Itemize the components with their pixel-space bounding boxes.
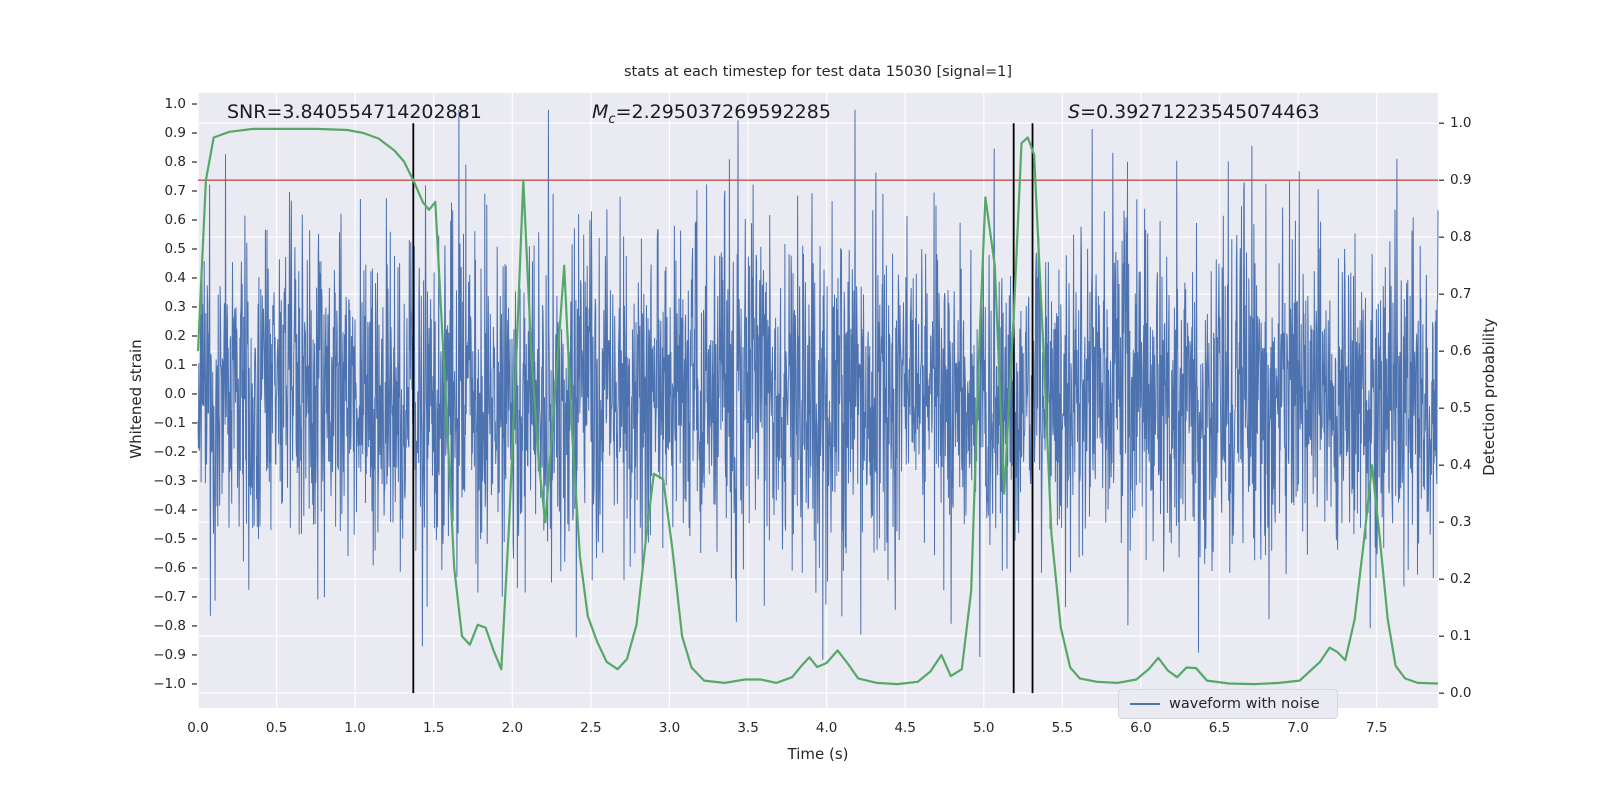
series-detection-probability	[196, 127, 1439, 686]
x-tick-label: 3.0	[658, 720, 681, 736]
chart-title: stats at each timestep for test data 150…	[623, 64, 1013, 80]
legend-entry-label: waveform with noise	[1169, 696, 1320, 712]
y-tick-label-left: −0.1	[153, 414, 186, 431]
x-tick-label: 4.0	[815, 720, 838, 736]
x-tick-label: 7.5	[1365, 720, 1388, 736]
y-tick-label-right: 0.0	[1450, 685, 1472, 702]
y-tick-label-left: 0.3	[164, 298, 186, 315]
x-tick-label: 6.5	[1208, 720, 1231, 736]
y-tick-label-right: 0.9	[1450, 172, 1472, 189]
y-tick-label-left: −0.5	[153, 530, 186, 547]
x-tick-label: 4.5	[894, 720, 916, 736]
x-tick-label: 5.5	[1051, 720, 1074, 736]
annotation-chirp-mass-sub: c	[608, 111, 616, 127]
x-tick-label: 1.0	[344, 720, 366, 736]
y-tick-label-left: 0.2	[164, 327, 186, 344]
annotation-score-prefix: S	[1068, 101, 1081, 123]
y-tick-label-right: 0.5	[1450, 400, 1472, 417]
x-tick-label: 0.0	[187, 720, 209, 736]
y-tick-label-left: 0.1	[164, 356, 186, 373]
y-tick-label-left: −0.4	[153, 501, 186, 518]
legend-line-sample	[1130, 703, 1160, 705]
y-tick-label-left: 0.6	[164, 212, 186, 228]
x-tick-label: 2.5	[580, 720, 602, 736]
y-tick-label-right: 0.4	[1450, 457, 1472, 474]
annotation-snr-prefix: SNR	[227, 101, 267, 123]
y-tick-label-left: 0.4	[164, 269, 186, 286]
x-tick-label: 6.0	[1130, 720, 1152, 736]
y-tick-label-left: 0.9	[164, 125, 186, 141]
y-tick-label-right: 0.7	[1450, 286, 1472, 303]
y-tick-label-right: 1.0	[1450, 115, 1472, 132]
annotation-snr: SNR=3.840554714202881	[227, 101, 482, 123]
y-tick-label-left: −0.7	[153, 588, 186, 605]
y-tick-label-right: 0.2	[1450, 571, 1472, 588]
legend: waveform with noise	[1118, 689, 1338, 719]
annotation-chirp-mass-prefix: M	[592, 101, 609, 123]
x-tick-label: 5.0	[973, 720, 995, 736]
y-tick-label-right: 0.8	[1450, 229, 1472, 246]
annotation-chirp-mass-value: =2.295037269592285	[615, 101, 831, 123]
y-tick-label-left: −1.0	[153, 675, 186, 692]
y-tick-label-left: −0.9	[153, 646, 186, 663]
annotation-chirp-mass: Mc=2.295037269592285	[592, 101, 831, 127]
annotation-score: S=0.39271223545074463	[1068, 101, 1320, 123]
y-tick-label-left: 0.8	[164, 154, 186, 170]
y-tick-label-right: 0.3	[1450, 514, 1472, 531]
annotation-score-value: =0.39271223545074463	[1080, 101, 1320, 123]
x-tick-label: 3.5	[737, 720, 759, 736]
y-tick-label-left: 0.0	[164, 385, 186, 402]
series-waveform-with-noise	[197, 109, 1439, 660]
y-tick-label-left: −0.8	[153, 617, 186, 634]
x-tick-label: 7.0	[1287, 720, 1309, 736]
y-tick-label-left: 0.5	[164, 240, 186, 257]
y-tick-label-right: 0.1	[1450, 628, 1472, 645]
y-tick-label-left: 0.7	[164, 183, 186, 199]
x-tick-label: 0.5	[265, 720, 288, 736]
x-axis-label: Time (s)	[787, 745, 849, 763]
y-tick-label-right: 0.6	[1450, 343, 1472, 360]
x-tick-label: 1.5	[422, 720, 445, 736]
y-tick-label-left: −0.2	[153, 443, 186, 460]
y-tick-label-left: −0.3	[153, 472, 186, 489]
y-tick-label-left: 1.0	[164, 96, 186, 113]
annotation-snr-value: =3.840554714202881	[266, 101, 482, 123]
y-tick-label-left: −0.6	[153, 559, 186, 576]
x-tick-label: 2.0	[501, 720, 524, 736]
